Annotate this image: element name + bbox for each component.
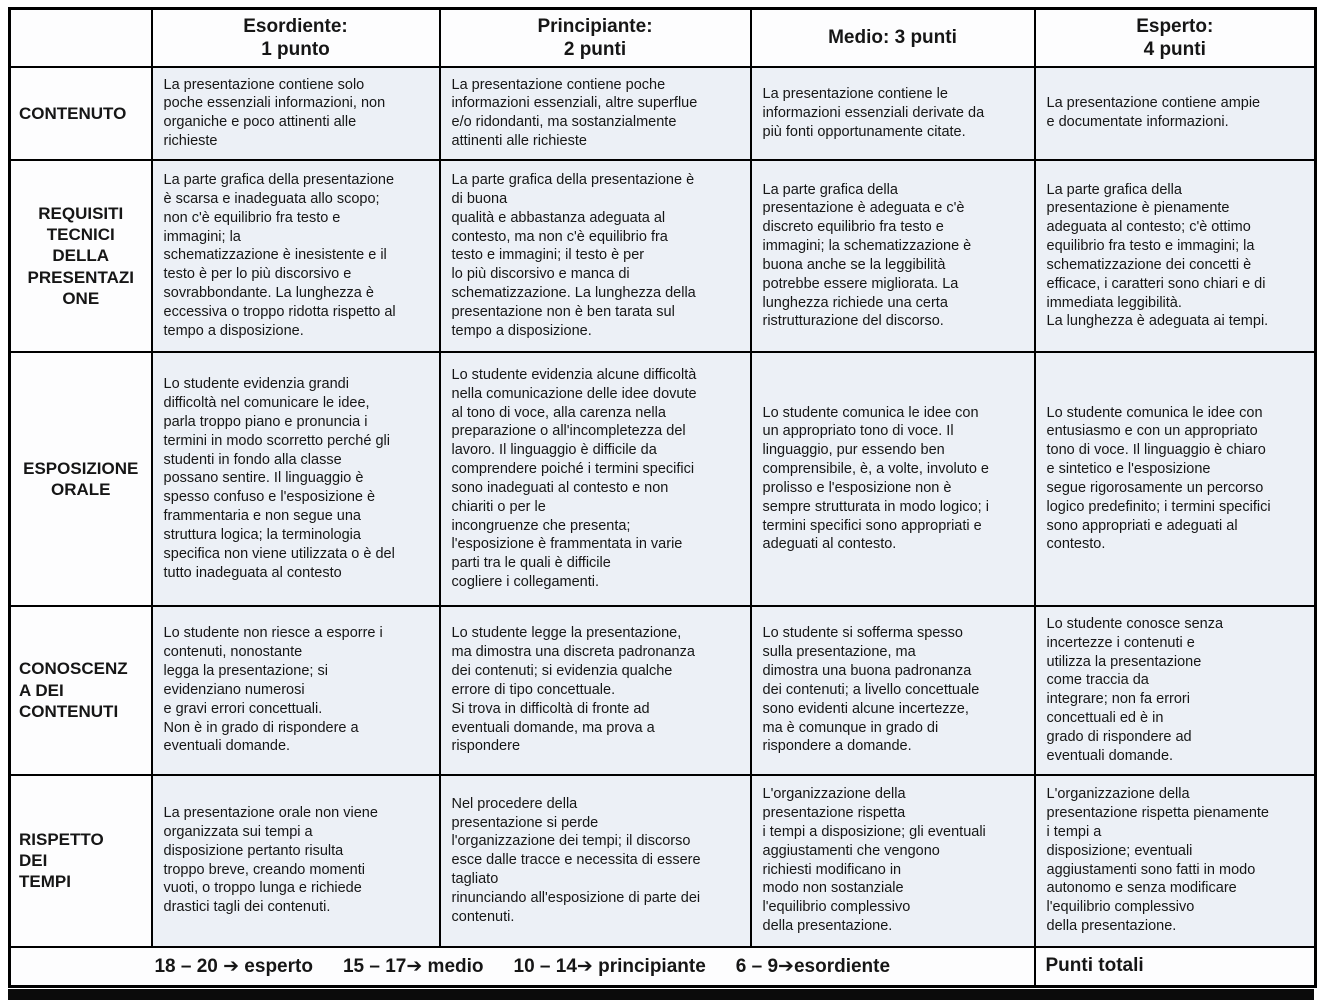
criterion-row: CONTENUTO La presentazione contiene solo … bbox=[8, 65, 1317, 161]
rubric-page: Esordiente: 1 punto Principiante: 2 punt… bbox=[8, 7, 1317, 1000]
criterion-row: REQUISITI TECNICI DELLA PRESENTAZI ONE La… bbox=[8, 158, 1317, 353]
descriptor-cell: La parte grafica della presentazione è p… bbox=[1033, 158, 1317, 353]
corner-cell bbox=[8, 7, 153, 68]
descriptor-cell: La presentazione orale non viene organiz… bbox=[150, 773, 441, 948]
descriptor-cell: Lo studente comunica le idee con entusia… bbox=[1033, 350, 1317, 607]
criterion-label: CONTENUTO bbox=[8, 65, 153, 161]
scale-esperto: 18 – 20 ➔ esperto bbox=[154, 955, 313, 977]
total-points-label: Punti totali bbox=[1033, 945, 1317, 988]
criterion-label: REQUISITI TECNICI DELLA PRESENTAZI ONE bbox=[8, 158, 153, 353]
descriptor-cell: La presentazione contiene le informazion… bbox=[749, 65, 1036, 161]
descriptor-cell: La presentazione contiene ampie e docume… bbox=[1033, 65, 1317, 161]
descriptor-cell: La presentazione contiene poche informaz… bbox=[438, 65, 752, 161]
level-header-esordiente: Esordiente: 1 punto bbox=[150, 7, 441, 68]
descriptor-cell: La parte grafica della presentazione è d… bbox=[438, 158, 752, 353]
scale-esordiente: 6 – 9➔esordiente bbox=[735, 955, 891, 977]
level-header-medio: Medio: 3 punti bbox=[749, 7, 1036, 68]
criterion-label: CONOSCENZ A DEI CONTENUTI bbox=[8, 604, 153, 776]
criterion-row: RISPETTO DEI TEMPI La presentazione orale… bbox=[8, 773, 1317, 948]
scale-principiante: 10 – 14➔ principiante bbox=[513, 955, 706, 977]
descriptor-cell: Lo studente legge la presentazione, ma d… bbox=[438, 604, 752, 776]
descriptor-cell: Lo studente evidenzia alcune difficoltà … bbox=[438, 350, 752, 607]
rubric-table: Esordiente: 1 punto Principiante: 2 punt… bbox=[8, 7, 1317, 989]
descriptor-cell: La parte grafica della presentazione è s… bbox=[150, 158, 441, 353]
level-header-esperto: Esperto: 4 punti bbox=[1033, 7, 1317, 68]
descriptor-cell: Nel procedere della presentazione si per… bbox=[438, 773, 752, 948]
descriptor-cell: Lo studente comunica le idee con un appr… bbox=[749, 350, 1036, 607]
descriptor-cell: Lo studente evidenzia grandi difficoltà … bbox=[150, 350, 441, 607]
descriptor-cell: L'organizzazione della presentazione ris… bbox=[749, 773, 1036, 948]
score-scale: 18 – 20 ➔ esperto 15 – 17➔ medio 10 – 14… bbox=[21, 955, 1024, 978]
criterion-label: RISPETTO DEI TEMPI bbox=[8, 773, 153, 948]
descriptor-cell: Lo studente conosce senza incertezze i c… bbox=[1033, 604, 1317, 776]
criterion-row: CONOSCENZ A DEI CONTENUTI Lo studente non… bbox=[8, 604, 1317, 776]
rubric-header-row: Esordiente: 1 punto Principiante: 2 punt… bbox=[8, 7, 1317, 68]
scale-medio: 15 – 17➔ medio bbox=[342, 955, 484, 977]
descriptor-cell: La presentazione contiene solo poche ess… bbox=[150, 65, 441, 161]
score-scale-cell: 18 – 20 ➔ esperto 15 – 17➔ medio 10 – 14… bbox=[8, 945, 1036, 988]
descriptor-cell: La parte grafica della presentazione è a… bbox=[749, 158, 1036, 353]
descriptor-cell: Lo studente non riesce a esporre i conte… bbox=[150, 604, 441, 776]
level-header-principiante: Principiante: 2 punti bbox=[438, 7, 752, 68]
descriptor-cell: L'organizzazione della presentazione ris… bbox=[1033, 773, 1317, 948]
criterion-row: ESPOSIZIONE ORALE Lo studente evidenzia g… bbox=[8, 350, 1317, 607]
rubric-footer-row: 18 – 20 ➔ esperto 15 – 17➔ medio 10 – 14… bbox=[8, 945, 1317, 988]
descriptor-cell: Lo studente si sofferma spesso sulla pre… bbox=[749, 604, 1036, 776]
criterion-label: ESPOSIZIONE ORALE bbox=[8, 350, 153, 607]
rubric-body: CONTENUTO La presentazione contiene solo … bbox=[8, 65, 1317, 948]
